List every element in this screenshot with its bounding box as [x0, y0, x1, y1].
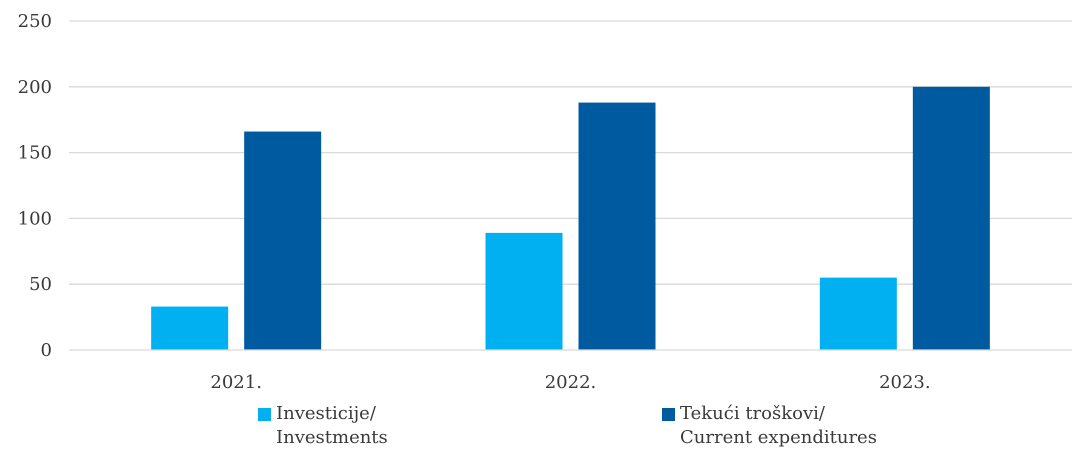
y-tick-label: 0 [41, 340, 52, 361]
legend-label-line: Tekući troškovi/ [680, 403, 825, 424]
y-tick-label: 150 [18, 143, 52, 164]
y-tick-label: 50 [29, 274, 52, 295]
bar-investments [819, 277, 897, 350]
legend-item-current-expenditures: Tekući troškovi/ Current expenditures [662, 402, 877, 450]
bar-current-expenditures [244, 131, 322, 350]
x-axis-tick-labels: 2021. 2022. 2023. [210, 372, 930, 393]
legend-swatch-current-expenditures [662, 408, 675, 421]
y-tick-label: 200 [18, 77, 52, 98]
legend-swatch-investments [258, 408, 271, 421]
bar-investments [485, 232, 563, 350]
legend-label-current-expenditures: Tekući troškovi/ Current expenditures [680, 402, 877, 450]
legend-label-line: Investments [276, 427, 388, 448]
bar-current-expenditures [578, 102, 656, 350]
y-axis-tick-labels: 0 50 100 150 200 250 [18, 11, 52, 361]
legend: Investicije/ Investments Tekući troškovi… [0, 402, 1086, 457]
legend-label-line: Investicije/ [276, 403, 376, 424]
legend-item-investments: Investicije/ Investments [258, 402, 388, 450]
x-tick-label: 2022. [545, 372, 597, 393]
bar-investments [151, 306, 229, 350]
bar-current-expenditures [912, 86, 990, 351]
legend-label-line: Current expenditures [680, 427, 877, 448]
y-tick-label: 250 [18, 11, 52, 32]
bars [151, 86, 990, 351]
gridlines [69, 20, 1072, 285]
x-tick-label: 2021. [210, 372, 262, 393]
legend-label-investments: Investicije/ Investments [276, 402, 388, 450]
x-tick-label: 2023. [879, 372, 931, 393]
y-tick-label: 100 [18, 208, 52, 229]
